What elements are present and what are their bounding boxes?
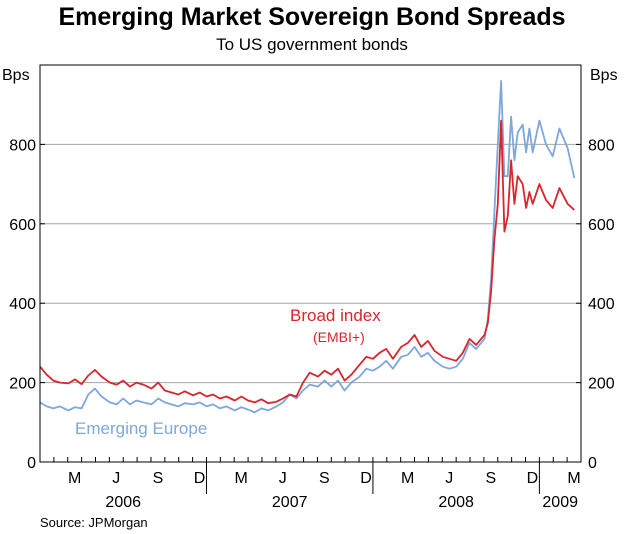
x-tick-label-month: M [401, 470, 414, 487]
x-tick-label-month: J [112, 470, 120, 487]
y-tick-label-left: 0 [27, 455, 36, 472]
x-tick-label-month: S [319, 470, 330, 487]
y-tick-label-left: 600 [9, 217, 36, 234]
plot-frame [39, 64, 582, 463]
y-tick-label-right: 800 [588, 137, 615, 154]
x-tick-label-month: D [360, 470, 372, 487]
x-tick-label-month: S [153, 470, 164, 487]
axis-labels: 0 0 200 200 400 400 600 600 800 800 M J S D M J S D M J S D M 2… [9, 137, 615, 511]
series-line-broad-index [39, 119, 575, 405]
chart-title: Emerging Market Sovereign Bond Spreads [58, 3, 566, 31]
y-axis-label-left: Bps [2, 67, 30, 84]
annotation-broad-index: Broad index [290, 306, 381, 325]
x-year-label: 2006 [105, 494, 141, 511]
gridlines [40, 143, 581, 384]
annotation-embi-plus: (EMBI+) [313, 329, 365, 345]
x-year-label: 2009 [542, 494, 578, 511]
x-tick-label-month: M [68, 470, 81, 487]
y-tick-label-right: 600 [588, 217, 615, 234]
x-year-label: 2007 [272, 494, 308, 511]
axis-ticks [40, 143, 581, 494]
y-tick-label-left: 400 [9, 296, 36, 313]
x-tick-label-month: S [485, 470, 496, 487]
x-tick-label-month: J [279, 470, 287, 487]
y-tick-label-right: 200 [588, 376, 615, 393]
y-axis-label-right: Bps [590, 67, 618, 84]
series-line-emerging-europe [39, 80, 576, 414]
x-tick-label-month: J [445, 470, 453, 487]
chart-subtitle: To US government bonds [216, 35, 408, 54]
y-tick-label-left: 800 [9, 137, 36, 154]
source-note: Source: JPMorgan [40, 515, 148, 530]
y-tick-label-right: 0 [588, 455, 597, 472]
y-tick-label-right: 400 [588, 296, 615, 313]
x-tick-label-month: M [234, 470, 247, 487]
x-tick-label-month: M [567, 470, 580, 487]
y-tick-label-left: 200 [9, 376, 36, 393]
x-tick-label-month: D [194, 470, 206, 487]
x-year-label: 2008 [438, 494, 474, 511]
annotation-emerging-europe: Emerging Europe [75, 419, 207, 438]
x-tick-label-month: D [527, 470, 539, 487]
series-lines [39, 80, 576, 414]
